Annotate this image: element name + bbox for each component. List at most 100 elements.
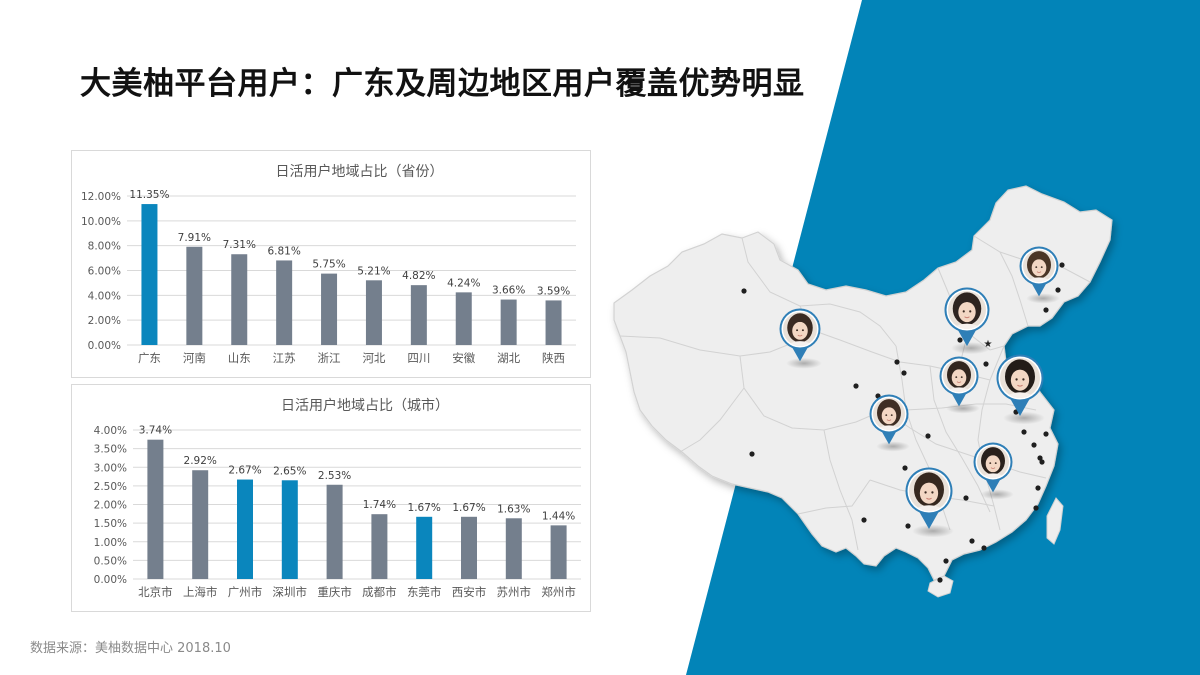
user-location-pin-icon xyxy=(905,467,954,538)
user-location-pin-icon xyxy=(1019,246,1060,304)
city-dot-icon xyxy=(1055,287,1061,293)
pin-shadow xyxy=(946,403,980,414)
city-dot-icon xyxy=(1059,262,1065,268)
bar xyxy=(410,285,427,345)
city-dot-icon xyxy=(1043,307,1049,313)
x-category-label: 北京市 xyxy=(138,585,173,599)
capital-star-icon: ★ xyxy=(984,339,993,350)
bar-value-label: 1.44% xyxy=(542,510,575,522)
bar xyxy=(147,439,164,579)
x-category-label: 成都市 xyxy=(362,585,397,599)
city-dot-icon xyxy=(901,370,907,376)
city-dot-icon xyxy=(853,383,859,389)
avatar-icon xyxy=(948,291,986,329)
x-category-label: 东莞市 xyxy=(407,585,442,599)
y-tick-label: 12.00% xyxy=(81,191,121,203)
y-tick-label: 2.00% xyxy=(94,500,127,512)
avatar-icon xyxy=(943,360,975,392)
province-border xyxy=(797,479,871,515)
bar xyxy=(545,300,562,345)
province-border xyxy=(883,409,1047,479)
x-category-label: 四川 xyxy=(407,351,430,365)
x-category-label: 苏州市 xyxy=(497,585,532,599)
city-dot-icon xyxy=(983,361,989,367)
avatar-icon xyxy=(1023,250,1055,282)
city-bar-chart: 日活用户地域占比（城市） 0.00% 0.50% 1.00% 1.50% 2.00% 2.5… xyxy=(71,384,591,612)
bar xyxy=(192,470,209,579)
city-dot-icon xyxy=(925,433,931,439)
pin-shadow xyxy=(912,524,954,538)
x-category-label: 安徽 xyxy=(452,351,475,365)
city-dot-icon xyxy=(861,517,867,523)
x-category-label: 山东 xyxy=(228,351,251,365)
bar-value-label: 1.67% xyxy=(452,502,485,514)
user-location-pin-icon xyxy=(939,356,980,414)
y-tick-label: 3.50% xyxy=(94,444,127,456)
y-tick-label: 6.00% xyxy=(88,266,121,278)
bar-value-label: 1.74% xyxy=(363,499,396,511)
x-category-label: 上海市 xyxy=(183,585,218,599)
avatar-icon xyxy=(977,446,1009,478)
y-tick-label: 1.00% xyxy=(94,537,127,549)
chart-title: 日活用户地域占比（省份） xyxy=(276,163,444,180)
user-location-pin-icon xyxy=(996,354,1045,425)
bar-value-label: 2.65% xyxy=(273,465,306,477)
city-dot-icon xyxy=(741,288,747,294)
x-category-label: 广东 xyxy=(138,351,161,365)
city-dot-icon xyxy=(1043,431,1049,437)
user-location-pin-icon xyxy=(973,442,1014,500)
bar xyxy=(326,484,343,579)
city-dot-icon xyxy=(943,558,949,564)
bar xyxy=(550,525,567,579)
bar xyxy=(321,273,338,345)
city-dot-icon xyxy=(1033,505,1039,511)
x-category-label: 重庆市 xyxy=(317,585,352,599)
province-border xyxy=(799,303,897,347)
bar xyxy=(281,480,298,579)
province-bar-chart: 日活用户地域占比（省份） 0.00% 2.00% 4.00% 6.00% 8.00% 10.… xyxy=(71,150,591,378)
city-dot-icon xyxy=(1035,485,1041,491)
y-tick-label: 0.00% xyxy=(88,340,121,352)
pin-shadow xyxy=(980,489,1014,500)
bar xyxy=(371,514,388,579)
y-tick-label: 4.00% xyxy=(94,425,127,437)
bar xyxy=(237,479,253,579)
city-dot-icon xyxy=(981,545,987,551)
city-dot-icon xyxy=(894,359,900,365)
city-dot-icon xyxy=(937,577,943,583)
avatar-icon xyxy=(909,471,949,511)
x-category-label: 河南 xyxy=(183,351,206,365)
data-source-note: 数据来源：美柚数据中心 2018.10 xyxy=(30,641,231,656)
x-category-label: 深圳市 xyxy=(273,585,308,599)
bar xyxy=(461,516,477,579)
user-location-pin-icon xyxy=(944,287,991,355)
y-tick-label: 2.50% xyxy=(94,481,127,493)
city-dot-icon xyxy=(749,451,755,457)
bar-value-label: 11.35% xyxy=(129,189,169,201)
avatar-icon xyxy=(783,312,817,346)
bar-value-label: 1.67% xyxy=(408,502,441,514)
x-category-label: 江苏 xyxy=(273,351,296,365)
bar-value-label: 2.67% xyxy=(228,465,261,477)
x-category-label: 西安市 xyxy=(452,585,487,599)
bar xyxy=(505,518,522,579)
hainan-island-icon xyxy=(927,575,954,598)
pin-shadow xyxy=(786,357,822,369)
pin-shadow xyxy=(951,342,991,355)
user-location-pin-icon xyxy=(869,394,910,452)
province-border xyxy=(929,365,991,513)
province-border xyxy=(999,251,1029,327)
x-category-label: 湖北 xyxy=(497,351,520,365)
city-dot-icon xyxy=(1031,442,1037,448)
bar-value-label: 3.59% xyxy=(537,285,570,297)
y-tick-label: 4.00% xyxy=(88,290,121,302)
bar xyxy=(365,280,382,345)
city-dot-icon xyxy=(1037,455,1043,461)
province-border xyxy=(679,387,745,453)
bar-value-label: 7.31% xyxy=(223,239,256,251)
bar xyxy=(500,299,517,345)
slide-title: 大美柚平台用户：广东及周边地区用户覆盖优势明显 xyxy=(80,66,805,102)
bar-value-label: 7.91% xyxy=(178,232,211,244)
taiwan-island-icon xyxy=(1046,497,1064,545)
